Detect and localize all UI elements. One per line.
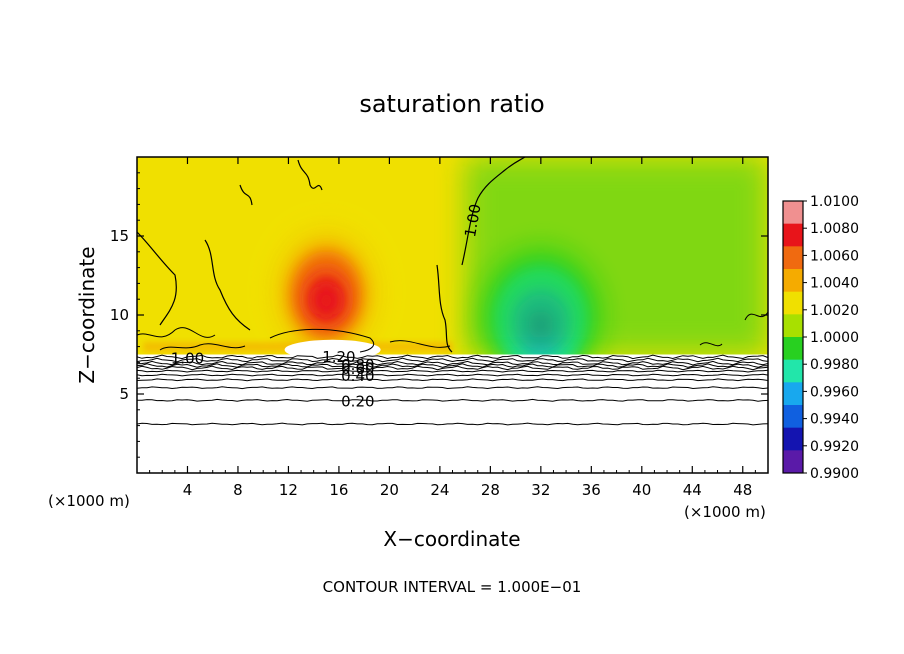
saturation-field <box>137 157 768 473</box>
colorbar-label-5: 1.0000 <box>810 330 859 346</box>
contour-meander-0 <box>137 231 177 326</box>
colorbar-swatch-8 <box>783 382 803 406</box>
plot-area <box>137 157 768 473</box>
contour-label-3: 0.40 <box>341 367 374 385</box>
x-tick-label-3: 16 <box>329 481 348 499</box>
contour-squiggle-3 <box>389 340 451 348</box>
y-axis-label: Z−coordinate <box>75 246 99 383</box>
x-tick-label-2: 12 <box>279 481 298 499</box>
contour-line-6 <box>137 373 768 377</box>
x-tick-label-6: 28 <box>481 481 500 499</box>
contour-meander-4 <box>436 264 453 353</box>
colorbar-swatch-0 <box>783 201 803 225</box>
contour-label-1: 0.80 <box>341 356 374 374</box>
contour-line-1 <box>137 357 768 363</box>
contour-interval-note: CONTOUR INTERVAL = 1.000E−01 <box>323 578 582 596</box>
x-tick-label-0: 4 <box>183 481 193 499</box>
colorbar-swatch-6 <box>783 337 803 361</box>
contour-meander-3 <box>297 159 323 191</box>
contour-meander-5 <box>461 157 526 266</box>
chart-title: saturation ratio <box>359 90 544 118</box>
colorbar-label-4: 1.0020 <box>810 303 859 319</box>
contour-line-8 <box>137 386 768 390</box>
colorbar-swatch-4 <box>783 291 803 315</box>
colorbar-swatch-5 <box>783 314 803 338</box>
y-axis: 5 10 15 <box>110 172 768 458</box>
contour-label-6: 1.00 <box>461 203 485 239</box>
x-tick-label-10: 44 <box>683 481 702 499</box>
x-tick-label-11: 48 <box>733 481 752 499</box>
colorbar-label-8: 0.9940 <box>810 412 859 428</box>
colorbar-label-9: 0.9920 <box>810 439 859 455</box>
colorbar-label-2: 1.0060 <box>810 248 859 264</box>
colorbar-swatch-1 <box>783 223 803 247</box>
contour-meander-1 <box>204 239 251 331</box>
field-subcloud-white <box>137 354 768 473</box>
colorbar-label-6: 0.9980 <box>810 357 859 373</box>
contour-line-10 <box>137 422 768 426</box>
contour-line-7 <box>137 378 768 382</box>
contour-line-0 <box>137 354 768 360</box>
contour-label-5: 1.00 <box>171 350 204 368</box>
x-unit-left: (×1000 m) <box>48 492 130 510</box>
colorbar-swatch-10 <box>783 427 803 451</box>
x-tick-label-1: 8 <box>233 481 243 499</box>
contour-line-5 <box>137 369 768 373</box>
colorbar-swatch-2 <box>783 246 803 270</box>
colorbar-swatch-9 <box>783 405 803 429</box>
x-tick-label-7: 32 <box>531 481 550 499</box>
contour-lines <box>137 157 768 426</box>
contour-squiggle-2 <box>269 328 375 353</box>
contour-squiggle-4 <box>699 342 723 347</box>
contour-labels: 1.200.800.600.40 0.20 1.00 1.00 <box>171 203 485 411</box>
y-tick-label-0: 5 <box>119 385 129 403</box>
contour-line-9 <box>137 398 768 402</box>
colorbar-label-3: 1.0040 <box>810 276 859 292</box>
contour-label-4: 0.20 <box>341 392 374 410</box>
field-subsat-halo <box>465 157 768 355</box>
contour-label-0: 1.20 <box>322 348 355 366</box>
contour-squiggle-1 <box>159 343 246 351</box>
y-tick-label-1: 10 <box>110 306 129 324</box>
colorbar-label-10: 0.9900 <box>810 466 859 482</box>
x-unit-right: (×1000 m) <box>684 503 766 521</box>
x-tick-label-9: 40 <box>632 481 651 499</box>
colorbar: 1.0100 1.0080 1.0060 1.0040 1.0020 1.0000 0.99… <box>782 194 859 482</box>
x-tick-label-4: 20 <box>380 481 399 499</box>
colorbar-swatch-3 <box>783 269 803 293</box>
contour-label-2: 0.60 <box>341 360 374 378</box>
contour-squiggle-5 <box>744 311 768 321</box>
x-axis-label: X−coordinate <box>383 527 520 551</box>
y-tick-label-2: 15 <box>110 227 129 245</box>
x-tick-label-5: 24 <box>430 481 449 499</box>
colorbar-swatch-11 <box>783 450 803 474</box>
colorbar-swatch-7 <box>783 359 803 383</box>
contour-squiggle-0 <box>137 327 216 338</box>
x-axis: 4 8 12 16 20 24 28 32 36 40 44 48 <box>149 157 756 499</box>
colorbar-label-1: 1.0080 <box>810 221 859 237</box>
colorbar-label-7: 0.9960 <box>810 384 859 400</box>
colorbar-label-0: 1.0100 <box>810 194 859 210</box>
x-tick-label-8: 36 <box>582 481 601 499</box>
contour-meander-2 <box>239 184 253 206</box>
field-feature-supersaturated-5 <box>314 285 338 316</box>
contour-line-4 <box>137 365 768 371</box>
